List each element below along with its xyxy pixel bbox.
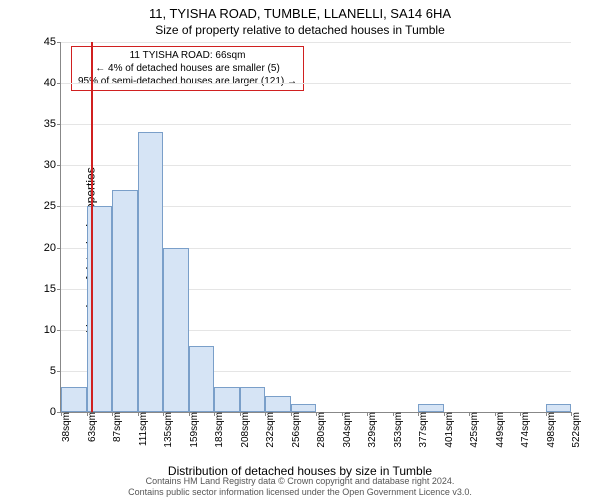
x-tick-label: 449sqm <box>491 412 506 448</box>
x-tick-label: 159sqm <box>185 412 200 448</box>
x-tick-label: 87sqm <box>108 412 123 442</box>
x-tick-label: 256sqm <box>287 412 302 448</box>
histogram-bar <box>112 190 138 412</box>
y-tick-mark <box>57 42 61 43</box>
footer-attribution: Contains HM Land Registry data © Crown c… <box>0 476 600 498</box>
x-tick-label: 135sqm <box>159 412 174 448</box>
x-tick-label: 208sqm <box>236 412 251 448</box>
histogram-bar <box>291 404 317 412</box>
gridline <box>61 83 571 84</box>
y-tick-mark <box>57 165 61 166</box>
x-tick-label: 474sqm <box>516 412 531 448</box>
y-tick-mark <box>57 206 61 207</box>
gridline <box>61 42 571 43</box>
callout-line-3: 95% of semi-detached houses are larger (… <box>78 75 297 88</box>
x-tick-label: 353sqm <box>389 412 404 448</box>
histogram-bar <box>418 404 444 412</box>
x-tick-label: 425sqm <box>465 412 480 448</box>
histogram-bar <box>61 387 87 412</box>
x-tick-label: 111sqm <box>134 412 149 446</box>
histogram-bar <box>163 248 189 412</box>
callout-box: 11 TYISHA ROAD: 66sqm ← 4% of detached h… <box>71 46 304 91</box>
x-tick-label: 183sqm <box>210 412 225 448</box>
histogram-bar <box>546 404 572 412</box>
chart-container: 11, TYISHA ROAD, TUMBLE, LLANELLI, SA14 … <box>0 0 600 500</box>
x-tick-label: 63sqm <box>83 412 98 442</box>
y-tick-mark <box>57 248 61 249</box>
y-tick-mark <box>57 289 61 290</box>
histogram-bar <box>189 346 215 412</box>
y-tick-mark <box>57 330 61 331</box>
x-tick-label: 38sqm <box>57 412 72 442</box>
x-tick-label: 329sqm <box>363 412 378 448</box>
x-tick-label: 232sqm <box>261 412 276 448</box>
x-tick-label: 522sqm <box>567 412 582 448</box>
histogram-bar <box>138 132 164 412</box>
x-tick-label: 280sqm <box>312 412 327 448</box>
chart-title: 11, TYISHA ROAD, TUMBLE, LLANELLI, SA14 … <box>0 0 600 21</box>
footer-line-2: Contains public sector information licen… <box>0 487 600 498</box>
callout-line-1: 11 TYISHA ROAD: 66sqm <box>78 49 297 62</box>
y-tick-mark <box>57 83 61 84</box>
histogram-bar <box>240 387 266 412</box>
x-tick-label: 401sqm <box>440 412 455 448</box>
x-tick-label: 377sqm <box>414 412 429 448</box>
x-tick-label: 498sqm <box>542 412 557 448</box>
chart-subtitle: Size of property relative to detached ho… <box>0 21 600 37</box>
gridline <box>61 124 571 125</box>
histogram-bar <box>265 396 291 412</box>
callout-line-2: ← 4% of detached houses are smaller (5) <box>78 62 297 75</box>
y-tick-mark <box>57 371 61 372</box>
footer-line-1: Contains HM Land Registry data © Crown c… <box>0 476 600 487</box>
histogram-bar <box>214 387 240 412</box>
x-tick-label: 304sqm <box>338 412 353 448</box>
y-tick-mark <box>57 124 61 125</box>
reference-line <box>91 42 93 412</box>
plot-area: 11 TYISHA ROAD: 66sqm ← 4% of detached h… <box>60 42 571 413</box>
